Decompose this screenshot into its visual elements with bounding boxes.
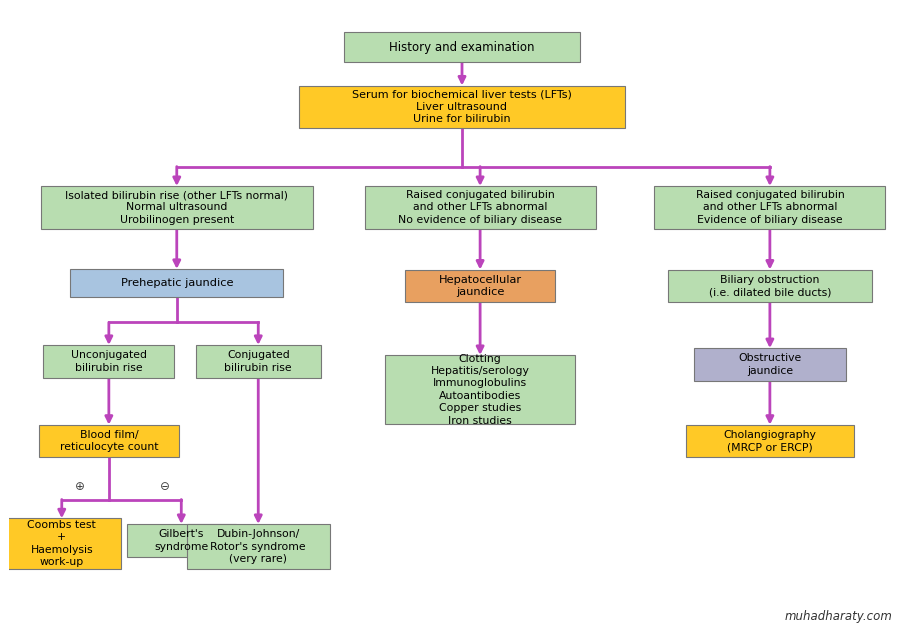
Text: muhadharaty.com: muhadharaty.com	[784, 610, 892, 623]
Text: Dubin-Johnson/
Rotor's syndrome
(very rare): Dubin-Johnson/ Rotor's syndrome (very ra…	[211, 529, 306, 564]
FancyBboxPatch shape	[365, 186, 596, 229]
FancyBboxPatch shape	[196, 345, 321, 378]
FancyBboxPatch shape	[43, 345, 175, 378]
FancyBboxPatch shape	[345, 32, 579, 62]
FancyBboxPatch shape	[385, 355, 575, 424]
FancyBboxPatch shape	[3, 519, 121, 569]
Text: Prehepatic jaundice: Prehepatic jaundice	[120, 278, 233, 288]
Text: History and examination: History and examination	[389, 41, 535, 54]
Text: Blood film/
reticulocyte count: Blood film/ reticulocyte count	[59, 430, 158, 453]
FancyBboxPatch shape	[299, 85, 625, 128]
Text: Gilbert's
syndrome: Gilbert's syndrome	[154, 529, 209, 551]
Text: Clotting
Hepatitis/serology
Immunoglobulins
Autoantibodies
Copper studies
Iron s: Clotting Hepatitis/serology Immunoglobul…	[431, 354, 529, 426]
FancyBboxPatch shape	[687, 425, 854, 458]
Text: ⊖: ⊖	[160, 480, 170, 494]
Text: Biliary obstruction
(i.e. dilated bile ducts): Biliary obstruction (i.e. dilated bile d…	[709, 275, 831, 297]
FancyBboxPatch shape	[70, 269, 283, 297]
Text: Obstructive
jaundice: Obstructive jaundice	[738, 353, 801, 376]
Text: Serum for biochemical liver tests (LFTs)
Liver ultrasound
Urine for bilirubin: Serum for biochemical liver tests (LFTs)…	[352, 90, 572, 124]
FancyBboxPatch shape	[668, 270, 871, 303]
FancyBboxPatch shape	[654, 186, 885, 229]
Text: Coombs test
+
Haemolysis
work-up: Coombs test + Haemolysis work-up	[28, 520, 96, 567]
Text: Unconjugated
bilirubin rise: Unconjugated bilirubin rise	[71, 350, 147, 372]
Text: Raised conjugated bilirubin
and other LFTs abnormal
No evidence of biliary disea: Raised conjugated bilirubin and other LF…	[398, 190, 562, 225]
FancyBboxPatch shape	[187, 524, 330, 569]
FancyBboxPatch shape	[694, 348, 846, 381]
Text: ⊕: ⊕	[75, 480, 85, 494]
Text: Raised conjugated bilirubin
and other LFTs abnormal
Evidence of biliary disease: Raised conjugated bilirubin and other LF…	[696, 190, 845, 225]
Text: Hepatocellular
jaundice: Hepatocellular jaundice	[439, 275, 522, 297]
FancyBboxPatch shape	[127, 524, 236, 556]
Text: Cholangiography
(MRCP or ERCP): Cholangiography (MRCP or ERCP)	[723, 430, 816, 453]
Text: Conjugated
bilirubin rise: Conjugated bilirubin rise	[225, 350, 292, 372]
FancyBboxPatch shape	[406, 270, 554, 303]
Text: Isolated bilirubin rise (other LFTs normal)
Normal ultrasound
Urobilinogen prese: Isolated bilirubin rise (other LFTs norm…	[66, 190, 288, 225]
FancyBboxPatch shape	[41, 186, 312, 229]
FancyBboxPatch shape	[39, 425, 179, 458]
